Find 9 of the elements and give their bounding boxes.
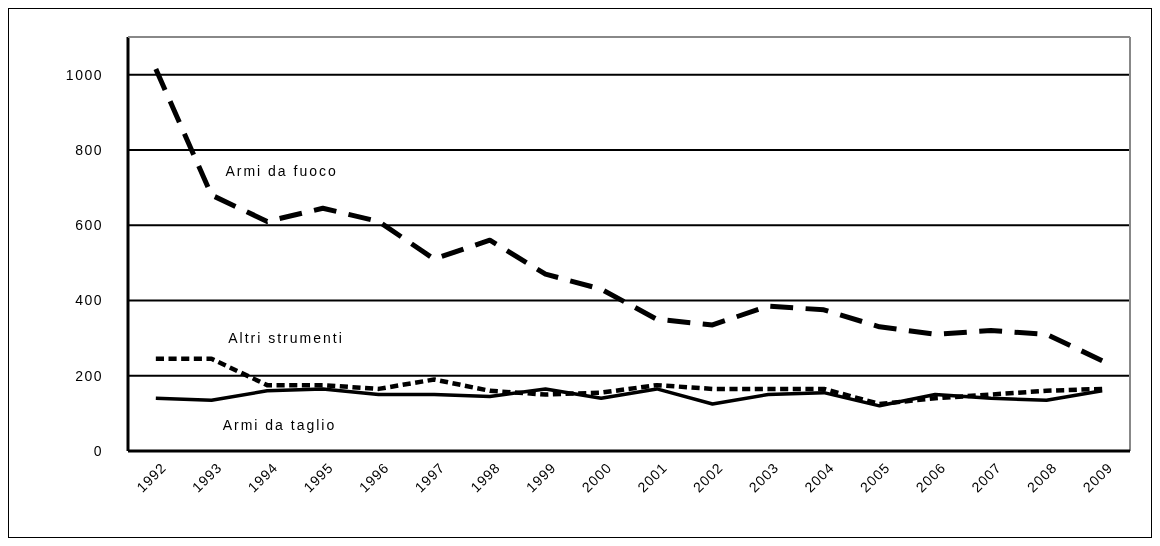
y-tick-label: 800: [75, 141, 103, 158]
y-tick-label: 1000: [65, 66, 103, 83]
y-tick-label: 0: [93, 442, 103, 459]
y-tick-label: 400: [75, 292, 103, 309]
series-label: Armi da taglio: [222, 416, 337, 433]
series-label: Altri strumenti: [228, 329, 344, 346]
series-label: Armi da fuoco: [225, 162, 338, 179]
y-tick-label: 200: [75, 367, 103, 384]
y-tick-label: 600: [75, 217, 103, 234]
